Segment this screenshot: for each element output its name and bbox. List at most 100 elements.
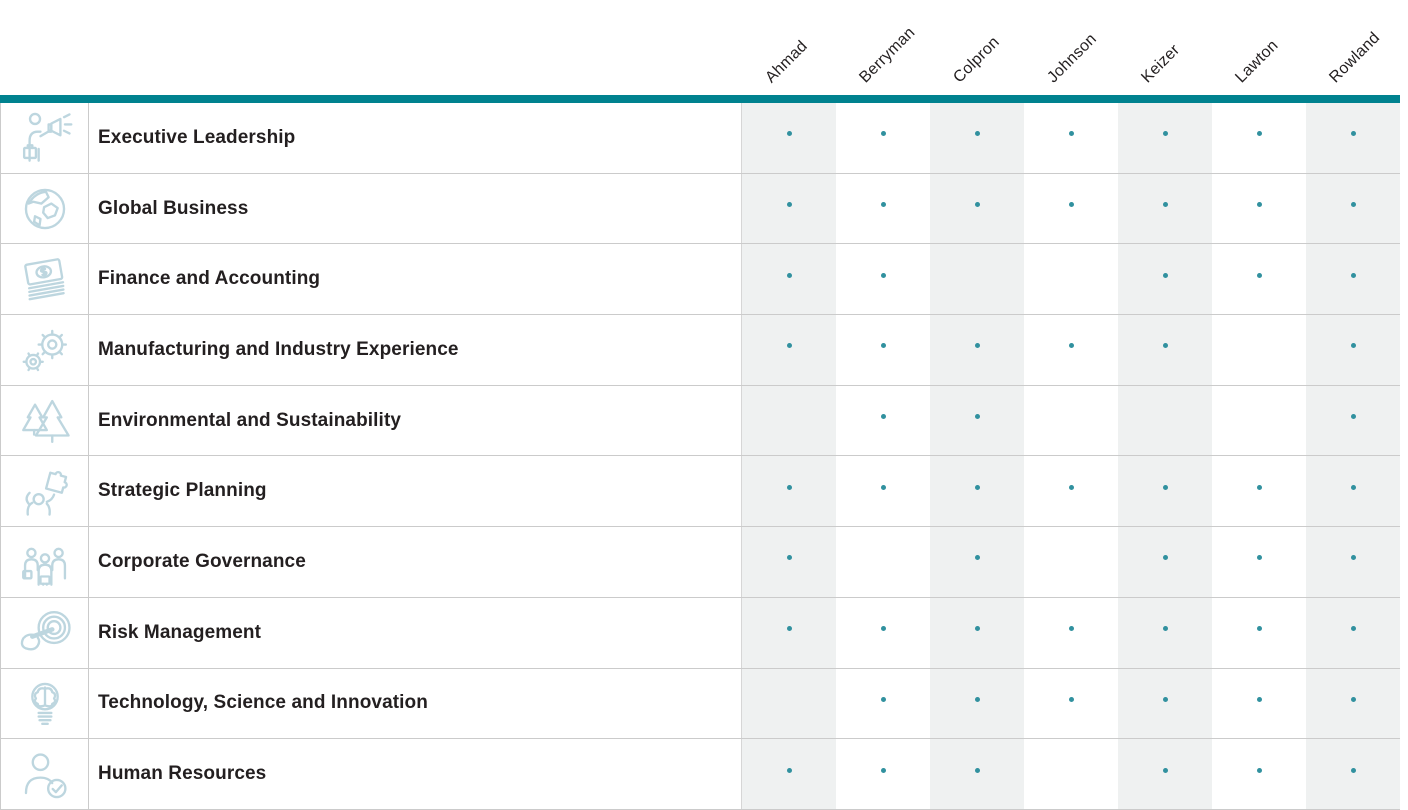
table-row: Finance and Accounting	[1, 244, 1400, 316]
table-row: Risk Management	[1, 597, 1400, 669]
matrix-cell	[836, 103, 930, 173]
matrix-cell	[836, 527, 930, 597]
skill-dot	[786, 767, 792, 773]
skill-dot	[880, 343, 886, 349]
skill-dot	[880, 484, 886, 490]
matrix-cell	[1306, 385, 1400, 456]
skill-dot	[1162, 343, 1168, 349]
table-row: Human Resources	[1, 739, 1400, 810]
skill-dot	[880, 414, 886, 420]
pine-trees-icon	[1, 385, 89, 456]
skill-dot	[1068, 202, 1074, 208]
skill-dot	[1350, 272, 1356, 278]
skill-dot	[1350, 343, 1356, 349]
table-row: Strategic Planning	[1, 456, 1400, 528]
matrix-cell	[1306, 739, 1400, 809]
matrix-cell	[836, 456, 930, 526]
skill-dot	[974, 343, 980, 349]
matrix-cell	[836, 315, 930, 385]
matrix-cell	[1306, 244, 1400, 315]
matrix-cell	[1212, 315, 1306, 385]
skill-label: Technology, Science and Innovation	[89, 668, 742, 739]
matrix-cell	[742, 103, 836, 173]
skill-dot	[1350, 696, 1356, 702]
matrix-cell	[1118, 103, 1212, 173]
member-name: Keizer	[1138, 41, 1184, 87]
matrix-cell	[930, 385, 1024, 456]
matrix-cell	[836, 174, 930, 244]
member-name: Johnson	[1044, 30, 1101, 87]
puzzle-person-icon	[1, 456, 89, 527]
skill-dot	[974, 414, 980, 420]
matrix-cell	[1118, 244, 1212, 315]
member-header-row: Ahmad Berryman Colpron Johnson Keizer Lawton R…	[0, 0, 1400, 95]
skill-dot	[1162, 131, 1168, 137]
matrix-cell	[1118, 385, 1212, 456]
matrix-cell	[1306, 527, 1400, 597]
table-row: Global Business	[1, 173, 1400, 245]
matrix-cell	[1306, 103, 1400, 173]
table-row: Environmental and Sustainability	[1, 385, 1400, 457]
matrix-cell	[742, 315, 836, 385]
table-row: Manufacturing and Industry Experience	[1, 315, 1400, 386]
matrix-cell	[930, 597, 1024, 668]
matrix-cell	[742, 527, 836, 597]
matrix-cell	[1306, 315, 1400, 385]
skill-dot	[974, 767, 980, 773]
matrix-cell	[836, 386, 930, 456]
matrix-cell	[1212, 598, 1306, 668]
skill-dot	[880, 767, 886, 773]
skill-dot	[1162, 484, 1168, 490]
matrix-cell	[1024, 527, 1118, 597]
skill-dot	[974, 696, 980, 702]
matrix-cell	[1118, 173, 1212, 244]
skill-dot	[1256, 767, 1262, 773]
matrix-cell	[1212, 244, 1306, 314]
gears-icon	[1, 315, 89, 385]
megaphone-person-icon	[1, 103, 89, 173]
matrix-cell	[1212, 669, 1306, 739]
skill-dot	[786, 484, 792, 490]
matrix-cell	[836, 739, 930, 809]
matrix-cell	[930, 244, 1024, 315]
matrix-cell	[1118, 597, 1212, 668]
skill-label: Global Business	[89, 173, 742, 244]
people-group-icon	[1, 527, 89, 597]
skill-dot	[786, 202, 792, 208]
member-name: Lawton	[1232, 36, 1282, 87]
skill-dot	[974, 555, 980, 561]
skill-dot	[1162, 696, 1168, 702]
skill-dot	[1162, 626, 1168, 632]
matrix-cell	[930, 103, 1024, 173]
matrix-cell	[1024, 456, 1118, 526]
skill-dot	[1256, 555, 1262, 561]
skill-dot	[786, 555, 792, 561]
skill-dot	[1350, 131, 1356, 137]
matrix-cell	[1024, 315, 1118, 385]
skill-dot	[1068, 484, 1074, 490]
matrix-cell	[742, 739, 836, 809]
member-name: Ahmad	[762, 37, 811, 87]
skill-dot	[1350, 555, 1356, 561]
skill-dot	[1350, 767, 1356, 773]
skill-dot	[974, 626, 980, 632]
person-check-icon	[1, 739, 89, 809]
matrix-cell	[836, 598, 930, 668]
matrix-cell	[1306, 173, 1400, 244]
matrix-cell	[1024, 739, 1118, 809]
matrix-cell	[1306, 456, 1400, 527]
skill-dot	[974, 484, 980, 490]
skill-dot	[786, 343, 792, 349]
matrix-cell	[742, 668, 836, 739]
matrix-cell	[1118, 739, 1212, 809]
skills-table: Executive Leadership Global Business Finan…	[0, 103, 1400, 810]
matrix-cell	[1118, 527, 1212, 597]
matrix-cell	[1024, 174, 1118, 244]
skill-dot	[974, 131, 980, 137]
target-press-icon	[1, 597, 89, 668]
member-name: Berryman	[856, 24, 919, 87]
skill-dot	[1162, 202, 1168, 208]
skill-dot	[1068, 626, 1074, 632]
skill-label: Finance and Accounting	[89, 244, 742, 315]
